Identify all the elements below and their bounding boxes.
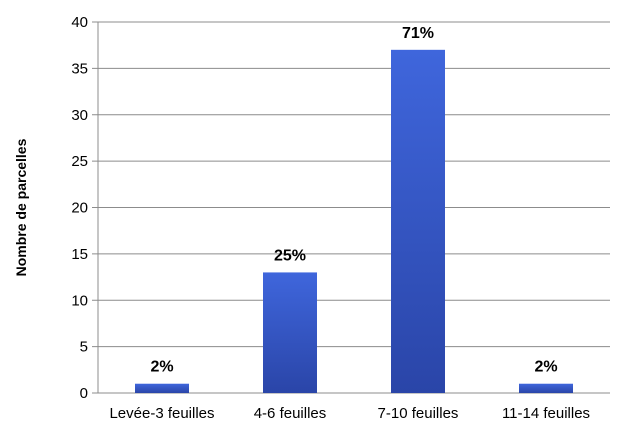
x-category-label: Levée-3 feuilles: [109, 405, 214, 422]
x-category-label: 7-10 feuilles: [378, 405, 459, 422]
bar: [263, 272, 317, 393]
data-labels: 2% 25% 71% 2%: [150, 25, 557, 376]
bar-data-label: 71%: [402, 25, 434, 42]
x-category-label: 4-6 feuilles: [254, 405, 327, 422]
y-tick-label: 5: [80, 339, 88, 356]
bar: [391, 49, 445, 393]
bar-data-label: 2%: [150, 359, 173, 376]
bar: [135, 383, 189, 393]
y-axis-title: Nombre de parcelles: [13, 138, 29, 276]
y-tick-label: 15: [71, 246, 88, 263]
y-axis-tick-labels: 0 5 10 15 20 25 30 35 40: [71, 14, 88, 402]
bar-data-label: 25%: [274, 247, 306, 264]
y-tick-label: 25: [71, 153, 88, 170]
y-tick-label: 20: [71, 200, 88, 217]
gridlines: [92, 21, 610, 394]
bars: [135, 49, 573, 393]
y-tick-label: 0: [80, 385, 88, 402]
x-category-label: 11-14 feuilles: [502, 405, 590, 422]
y-tick-label: 35: [71, 60, 88, 77]
x-axis-category-labels: Levée-3 feuilles 4-6 feuilles 7-10 feuille…: [109, 405, 590, 422]
bar: [519, 383, 573, 393]
bar-data-label: 2%: [534, 359, 557, 376]
y-tick-label: 10: [71, 292, 88, 309]
y-tick-label: 30: [71, 107, 88, 124]
y-tick-label: 40: [71, 14, 88, 31]
